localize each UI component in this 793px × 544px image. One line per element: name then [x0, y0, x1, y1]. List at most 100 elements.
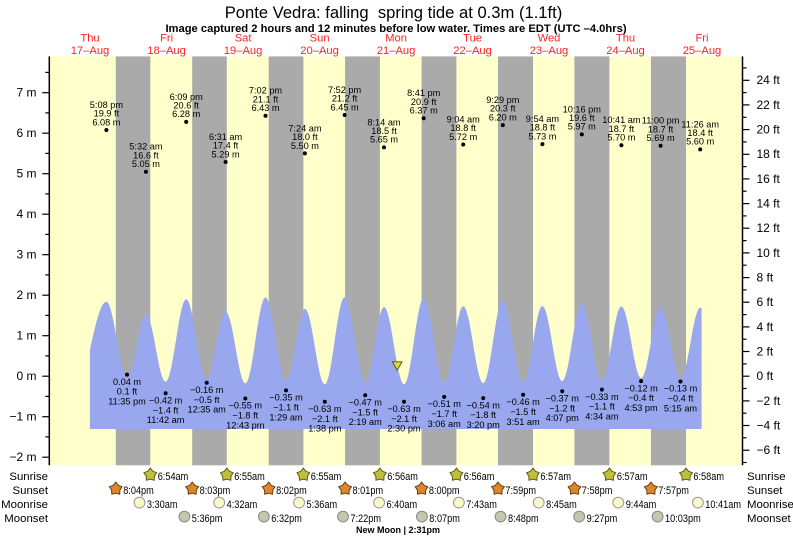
svg-text:−0.12 m: −0.12 m [624, 383, 658, 393]
svg-text:23–Aug: 23–Aug [530, 45, 569, 57]
svg-text:18.0 ft: 18.0 ft [292, 132, 318, 142]
svg-text:Sunrise: Sunrise [9, 471, 48, 483]
svg-text:5.69 m: 5.69 m [647, 133, 675, 143]
svg-text:0 ft: 0 ft [757, 369, 774, 383]
svg-text:9:54 am: 9:54 am [526, 114, 560, 124]
svg-text:18–Aug: 18–Aug [147, 45, 186, 57]
svg-text:7 m: 7 m [16, 86, 36, 100]
svg-text:19.9 ft: 19.9 ft [94, 109, 120, 119]
svg-text:6.45 m: 6.45 m [331, 102, 359, 112]
svg-text:3 m: 3 m [16, 248, 36, 262]
svg-text:9:29 pm: 9:29 pm [486, 95, 520, 105]
svg-text:10:41am: 10:41am [705, 499, 741, 511]
svg-text:14 ft: 14 ft [757, 197, 781, 211]
svg-text:4:53 pm: 4:53 pm [624, 403, 658, 413]
svg-text:1:38 pm: 1:38 pm [308, 424, 342, 434]
svg-text:−0.63 m: −0.63 m [308, 404, 342, 414]
svg-text:−0.63 m: −0.63 m [387, 404, 421, 414]
svg-text:10:16 pm: 10:16 pm [563, 104, 602, 114]
svg-text:8 ft: 8 ft [757, 271, 774, 285]
svg-text:−0.47 m: −0.47 m [348, 397, 382, 407]
svg-text:6:32pm: 6:32pm [271, 513, 302, 525]
svg-text:Moonrise: Moonrise [1, 499, 48, 511]
svg-text:5.97 m: 5.97 m [568, 122, 596, 132]
svg-text:2 m: 2 m [16, 288, 36, 302]
svg-text:7:02 pm: 7:02 pm [249, 86, 283, 96]
svg-text:Sunset: Sunset [13, 485, 49, 497]
svg-text:3:20 pm: 3:20 pm [467, 420, 501, 430]
svg-text:16.6 ft: 16.6 ft [133, 150, 159, 160]
svg-text:−0.54 m: −0.54 m [466, 400, 500, 410]
svg-text:9:44am: 9:44am [626, 499, 657, 511]
svg-text:18.5 ft: 18.5 ft [371, 126, 397, 136]
svg-text:19.6 ft: 19.6 ft [569, 113, 595, 123]
svg-text:6:56am: 6:56am [464, 471, 495, 483]
svg-text:6:40am: 6:40am [387, 499, 418, 511]
svg-text:−1 m: −1 m [9, 410, 36, 424]
svg-text:−0.55 m: −0.55 m [229, 401, 263, 411]
svg-text:21.1 ft: 21.1 ft [253, 94, 279, 104]
svg-text:−0.46 m: −0.46 m [506, 397, 540, 407]
svg-text:7:24 am: 7:24 am [288, 123, 322, 133]
svg-text:4 ft: 4 ft [757, 320, 774, 334]
svg-text:7:22pm: 7:22pm [350, 513, 381, 525]
svg-text:5:36pm: 5:36pm [192, 513, 223, 525]
svg-text:Moonset: Moonset [747, 513, 792, 525]
svg-text:Mon: Mon [385, 33, 407, 45]
svg-text:18.8 ft: 18.8 ft [450, 123, 476, 133]
svg-text:−2.1 ft: −2.1 ft [312, 414, 338, 424]
svg-text:20.3 ft: 20.3 ft [490, 104, 516, 114]
svg-text:5.70 m: 5.70 m [607, 133, 635, 143]
svg-text:11:26 am: 11:26 am [681, 119, 719, 129]
svg-text:Thu: Thu [616, 33, 635, 45]
svg-text:8:41 pm: 8:41 pm [407, 88, 441, 98]
svg-text:6.28 m: 6.28 m [172, 109, 200, 119]
svg-text:6:55am: 6:55am [234, 471, 265, 483]
svg-text:−1.5 ft: −1.5 ft [352, 407, 378, 417]
svg-text:17–Aug: 17–Aug [71, 45, 110, 57]
svg-text:2:30 pm: 2:30 pm [387, 424, 421, 434]
svg-text:18.7 ft: 18.7 ft [609, 124, 635, 134]
svg-text:Tue: Tue [463, 33, 482, 45]
svg-text:Sunrise: Sunrise [747, 471, 786, 483]
svg-text:Moonset: Moonset [4, 513, 49, 525]
svg-text:16 ft: 16 ft [757, 172, 781, 186]
svg-text:Thu: Thu [80, 33, 99, 45]
svg-text:6:56am: 6:56am [387, 471, 418, 483]
svg-text:5.60 m: 5.60 m [686, 137, 714, 147]
svg-text:5.73 m: 5.73 m [528, 131, 556, 141]
svg-text:−1.1 ft: −1.1 ft [589, 402, 615, 412]
svg-text:−1.4 ft: −1.4 ft [153, 405, 179, 415]
svg-text:−1.8 ft: −1.8 ft [232, 411, 258, 421]
svg-text:4:32am: 4:32am [227, 499, 258, 511]
svg-text:−0.33 m: −0.33 m [585, 392, 619, 402]
svg-text:6.08 m: 6.08 m [92, 117, 120, 127]
svg-text:3:30am: 3:30am [147, 499, 178, 511]
svg-text:10:03pm: 10:03pm [665, 513, 701, 525]
svg-text:−0.5 ft: −0.5 ft [194, 395, 220, 405]
svg-text:5 m: 5 m [16, 167, 36, 181]
svg-text:3:06 am: 3:06 am [428, 419, 462, 429]
svg-text:2:19 am: 2:19 am [349, 417, 383, 427]
svg-text:4:07 pm: 4:07 pm [546, 413, 580, 423]
svg-text:0.04 m: 0.04 m [113, 377, 141, 387]
svg-text:6.43 m: 6.43 m [251, 103, 279, 113]
svg-text:4 m: 4 m [16, 207, 36, 221]
svg-text:Moonrise: Moonrise [747, 499, 793, 511]
svg-text:20.6 ft: 20.6 ft [173, 101, 199, 111]
svg-text:Fri: Fri [695, 33, 708, 45]
svg-text:10 ft: 10 ft [757, 246, 781, 260]
svg-text:−0.35 m: −0.35 m [269, 393, 303, 403]
svg-text:−1.2 ft: −1.2 ft [549, 403, 575, 413]
svg-text:25–Aug: 25–Aug [683, 45, 722, 57]
svg-text:19–Aug: 19–Aug [224, 45, 263, 57]
svg-text:6.20 m: 6.20 m [489, 112, 517, 122]
svg-text:8:14 am: 8:14 am [367, 117, 401, 127]
svg-text:18.8 ft: 18.8 ft [530, 123, 556, 133]
svg-text:21–Aug: 21–Aug [377, 45, 416, 57]
svg-text:Image captured 2 hours and 12: Image captured 2 hours and 12 minutes be… [165, 23, 626, 35]
svg-text:New Moon | 2:31pm: New Moon | 2:31pm [356, 525, 440, 535]
svg-text:8:45am: 8:45am [546, 499, 577, 511]
svg-text:20 ft: 20 ft [757, 123, 781, 137]
svg-text:−0.16 m: −0.16 m [190, 385, 224, 395]
